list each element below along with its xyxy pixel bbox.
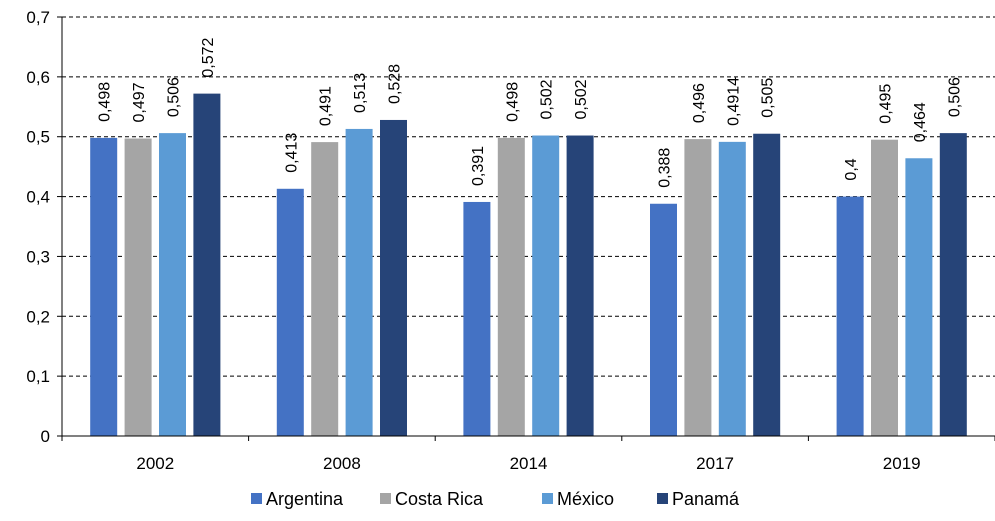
bar-argentina-2008 (276, 188, 304, 436)
data-label: 0,388 (657, 148, 674, 188)
data-label: 0,498 (504, 82, 521, 122)
data-label: 0,464 (912, 102, 929, 142)
y-tick-label: 0 (41, 427, 50, 446)
data-label: 0,572 (200, 37, 217, 77)
legend: Argentina Costa Rica México Panamá (251, 489, 740, 509)
x-axis-tick-labels: 2002 2008 2014 2017 2019 (136, 454, 920, 473)
data-label: 0,497 (131, 82, 148, 122)
data-label: 0,502 (573, 79, 590, 119)
data-label: 0,496 (691, 83, 708, 123)
bar-panam--2017 (753, 133, 781, 436)
bar-panam--2014 (566, 135, 594, 436)
y-tick-label: 0,4 (26, 188, 50, 207)
data-label: 0,502 (539, 79, 556, 119)
bar-marks (90, 93, 967, 437)
bar-costa-rica-2002 (124, 138, 152, 436)
legend-swatch (657, 493, 668, 504)
y-tick-label: 0,5 (26, 128, 50, 147)
legend-swatch (542, 493, 553, 504)
y-tick-label: 0,7 (26, 8, 50, 27)
legend-label: Panamá (672, 489, 740, 509)
bar-costa-rica-2019 (871, 139, 898, 436)
data-label: 0,528 (387, 64, 404, 104)
bar-argentina-2002 (90, 137, 118, 436)
data-label: 0,413 (283, 133, 300, 173)
legend-swatch (380, 493, 391, 504)
legend-swatch (251, 493, 262, 504)
legend-label: Argentina (266, 489, 344, 509)
bar-m-xico-2014 (532, 135, 560, 436)
axes (57, 16, 995, 441)
bar-argentina-2019 (836, 196, 864, 436)
data-label: 0,4 (843, 158, 860, 180)
y-tick-label: 0,6 (26, 68, 50, 87)
bar-costa-rica-2014 (497, 137, 525, 436)
bar-m-xico-2019 (905, 158, 933, 436)
data-labels: 0,498 0,497 0,506 0,572 0,413 0,491 0,513 0,528… (97, 37, 964, 187)
y-axis-tick-labels: 0 0,1 0,2 0,3 0,4 0,5 0,6 0,7 (26, 8, 50, 446)
data-label: 0,391 (470, 146, 487, 186)
x-tick-label: 2014 (510, 454, 548, 473)
y-tick-label: 0,3 (26, 247, 50, 266)
data-label: 0,4914 (725, 77, 742, 126)
bar-costa-rica-2017 (684, 139, 712, 436)
bar-panam--2008 (380, 119, 407, 436)
bar-panam--2002 (193, 93, 221, 437)
legend-label: Costa Rica (395, 489, 484, 509)
bar-m-xico-2002 (159, 133, 186, 436)
bar-m-xico-2017 (718, 141, 746, 436)
y-tick-label: 0,2 (26, 307, 50, 326)
data-label: 0,506 (166, 77, 183, 117)
data-label: 0,491 (318, 86, 335, 126)
bar-argentina-2014 (463, 201, 491, 436)
x-tick-label: 2002 (136, 454, 174, 473)
x-tick-label: 2017 (696, 454, 734, 473)
bar-m-xico-2008 (345, 128, 373, 436)
bar-argentina-2017 (650, 203, 677, 436)
bar-costa-rica-2008 (311, 142, 339, 436)
data-label: 0,506 (946, 77, 963, 117)
x-tick-label: 2008 (323, 454, 361, 473)
y-tick-label: 0,1 (26, 367, 50, 386)
bar-panam--2019 (939, 133, 967, 436)
legend-label: México (557, 489, 614, 509)
x-tick-label: 2019 (883, 454, 921, 473)
data-label: 0,513 (352, 73, 369, 113)
data-label: 0,495 (878, 84, 895, 124)
data-label: 0,498 (97, 82, 114, 122)
data-label: 0,505 (760, 78, 777, 118)
